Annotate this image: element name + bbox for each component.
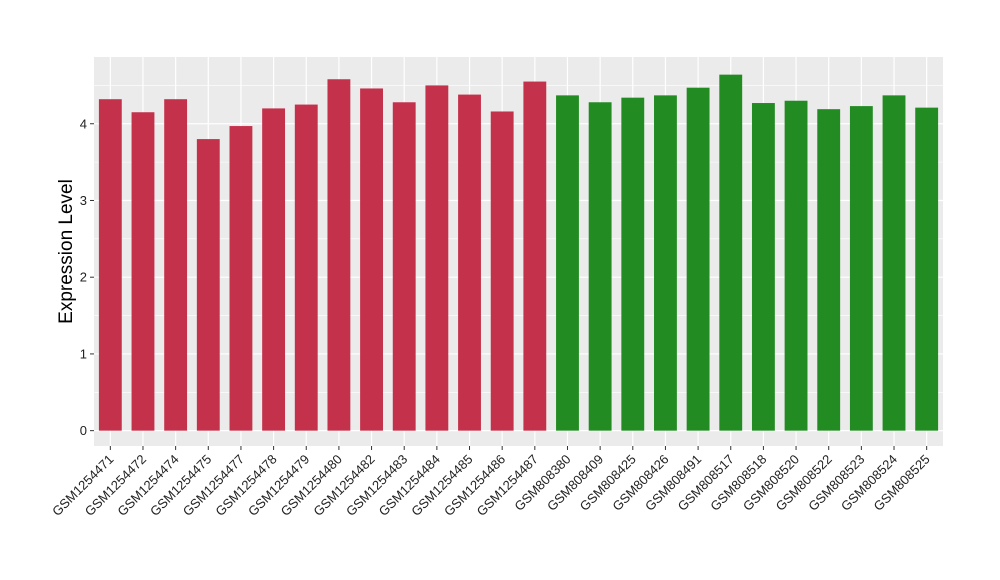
bar (817, 109, 841, 431)
bar (523, 81, 547, 431)
bar (327, 79, 351, 431)
bar (490, 111, 514, 431)
bar (458, 94, 481, 431)
bar (882, 95, 906, 431)
plot-panel (94, 57, 943, 446)
y-tick-label: 0 (80, 423, 87, 438)
bar (131, 112, 155, 431)
bar (360, 88, 383, 431)
y-tick-label: 4 (80, 116, 87, 131)
y-tick-label: 2 (80, 270, 87, 285)
bar (98, 99, 122, 431)
y-tick-label: 3 (80, 193, 87, 208)
bar (654, 95, 677, 431)
bar (621, 97, 645, 431)
bar (556, 95, 579, 431)
bar (686, 87, 710, 431)
bar (588, 102, 612, 431)
bar (719, 74, 743, 431)
bar (425, 85, 449, 431)
bar (784, 100, 808, 431)
y-axis: 0 1 2 3 4 (80, 116, 94, 438)
bar (229, 126, 253, 431)
bar (392, 102, 416, 431)
y-axis-title: Expression Level (56, 179, 77, 324)
bar (294, 104, 318, 431)
bar (196, 139, 220, 431)
bar (751, 103, 775, 431)
bar (849, 106, 873, 431)
bars (98, 74, 939, 431)
y-tick-label: 1 (80, 346, 87, 361)
bar (262, 108, 286, 431)
bar (915, 107, 939, 431)
x-axis: GSM1254471GSM1254472GSM1254474GSM1254475… (49, 446, 933, 519)
bar (164, 99, 188, 431)
